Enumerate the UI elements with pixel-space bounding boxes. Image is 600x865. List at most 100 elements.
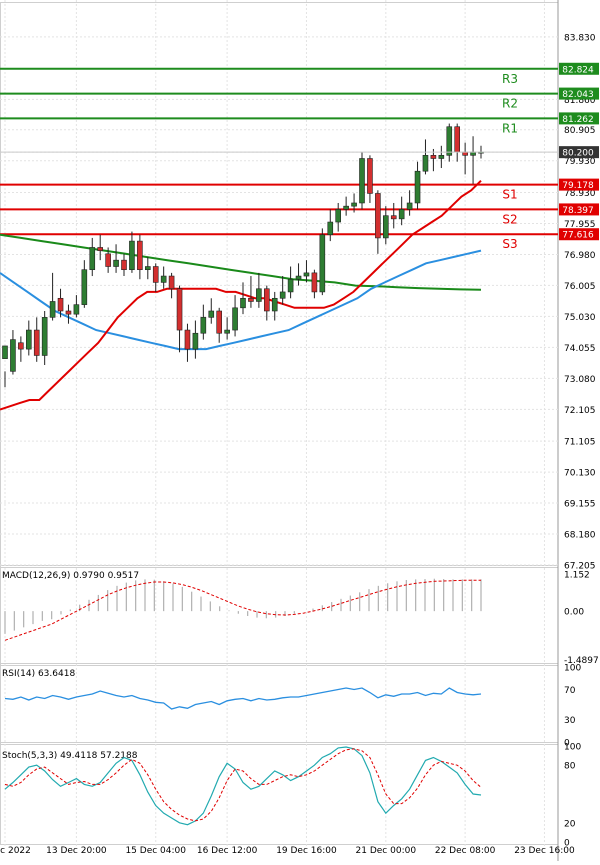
stoch-tick-label: 100: [564, 743, 581, 753]
stoch-d-line: [4, 748, 482, 822]
candle-body: [398, 209, 405, 220]
price-tick-label: 76.980: [564, 251, 596, 261]
candle-body: [271, 297, 278, 312]
candle-body: [430, 155, 437, 159]
price-tick-label: 78.930: [564, 189, 596, 199]
candle-body: [129, 240, 135, 270]
candle-body: [10, 339, 16, 372]
stoch-tick-label: 0: [564, 839, 570, 849]
candle-body: [192, 332, 199, 350]
price-tick-label: 75.030: [564, 313, 596, 323]
resistance-label-r2: R2: [502, 97, 518, 111]
candle-body: [121, 259, 127, 270]
candle-body: [375, 193, 381, 239]
price-tick-label: 70.130: [564, 469, 596, 479]
candle-body: [208, 310, 215, 318]
price-tick-label: 71.105: [564, 438, 596, 448]
ma-blue-line: [0, 249, 482, 351]
candle-body: [446, 126, 453, 156]
candle-body: [319, 234, 326, 293]
x-axis-label: 23 Dec 16:00: [514, 846, 575, 856]
resistance-price-tag-label: 82.043: [562, 90, 594, 100]
candle-body: [438, 155, 445, 159]
x-axis-label: 15 Dec 04:00: [125, 846, 186, 856]
resistance-label-r1: R1: [502, 121, 518, 135]
macd-tick-label: 0.00: [564, 608, 584, 618]
price-tick-label: 73.080: [564, 375, 596, 385]
candle-body: [343, 205, 349, 210]
candle-body: [152, 266, 159, 283]
rsi-tick-label: 70: [564, 686, 576, 696]
candle-body: [2, 345, 8, 359]
resistance-price-tag-label: 82.824: [562, 65, 594, 75]
candle-body: [351, 202, 357, 207]
x-axis-label: 19 Dec 16:00: [276, 846, 337, 856]
candle-body: [81, 269, 88, 305]
candle-body: [25, 329, 32, 350]
candle-body: [89, 247, 96, 270]
price-tick-label: 83.830: [564, 33, 596, 43]
candle-body: [168, 275, 175, 290]
candle-body: [137, 240, 143, 270]
price-tick-label: 77.955: [564, 220, 596, 230]
resistance-price-tag: [559, 62, 599, 75]
candle-body: [406, 202, 413, 210]
stoch-label: Stoch(5,3,3) 49.4118 57.2188: [2, 751, 138, 761]
candle-body: [382, 215, 389, 239]
stoch-tick-label: 80: [564, 762, 576, 772]
rsi-tick-label: 30: [564, 716, 576, 726]
last-price-tag: [559, 146, 599, 159]
last-price-label: 80.200: [562, 149, 594, 159]
candle-body: [73, 304, 80, 315]
candle-body: [145, 266, 151, 270]
support-price-tag: [559, 228, 599, 241]
candle-body: [256, 288, 262, 302]
candle-body: [65, 310, 72, 315]
candle-body: [295, 275, 302, 280]
candle-body: [367, 158, 373, 194]
macd-tick-label: 1.152: [564, 570, 590, 580]
price-tick-label: 79.930: [564, 157, 596, 167]
resistance-label-r3: R3: [502, 72, 518, 86]
candle-body: [454, 126, 461, 153]
candle-body: [232, 307, 238, 331]
stoch-k-line: [4, 746, 482, 826]
candle-body: [263, 288, 270, 312]
support-price-tag-label: 77.616: [562, 231, 594, 241]
candle-body: [240, 297, 246, 309]
candle-body: [113, 259, 119, 267]
support-price-tag-label: 79.178: [562, 181, 594, 191]
candle-body: [97, 247, 103, 251]
macd-signal-line: [4, 579, 481, 641]
candle-body: [414, 170, 421, 204]
macd-tick-label: -1.4897: [564, 656, 599, 666]
candle-body: [41, 317, 48, 356]
price-tick-label: 74.055: [564, 344, 596, 354]
price-tick-label: 76.005: [564, 282, 596, 292]
rsi-tick-label: 100: [564, 664, 581, 674]
support-price-tag: [559, 203, 599, 216]
candle-body: [422, 155, 429, 172]
candle-body: [49, 301, 56, 318]
candle-body: [279, 291, 286, 299]
resistance-price-tag-label: 81.262: [562, 115, 594, 125]
candle-body: [33, 329, 40, 356]
candle-body: [327, 221, 334, 236]
ma-red-line: [0, 179, 482, 411]
stoch-tick-label: 20: [564, 819, 576, 829]
x-axis-label: 13 Dec 20:00: [46, 846, 107, 856]
price-tick-label: 72.105: [564, 406, 596, 416]
candle-body: [184, 329, 191, 350]
rsi-line: [4, 687, 482, 710]
candle-body: [200, 317, 207, 334]
price-tick-label: 81.860: [564, 96, 596, 106]
macd-label: MACD(12,26,9) 0.9790 0.9517: [2, 571, 139, 581]
x-axis-label: 16 Dec 12:00: [197, 846, 258, 856]
candle-body: [176, 288, 183, 331]
candle-body: [57, 297, 64, 312]
candle-body: [18, 342, 24, 350]
support-label-s3: S3: [502, 237, 517, 251]
price-tick-label: 69.155: [564, 500, 596, 510]
